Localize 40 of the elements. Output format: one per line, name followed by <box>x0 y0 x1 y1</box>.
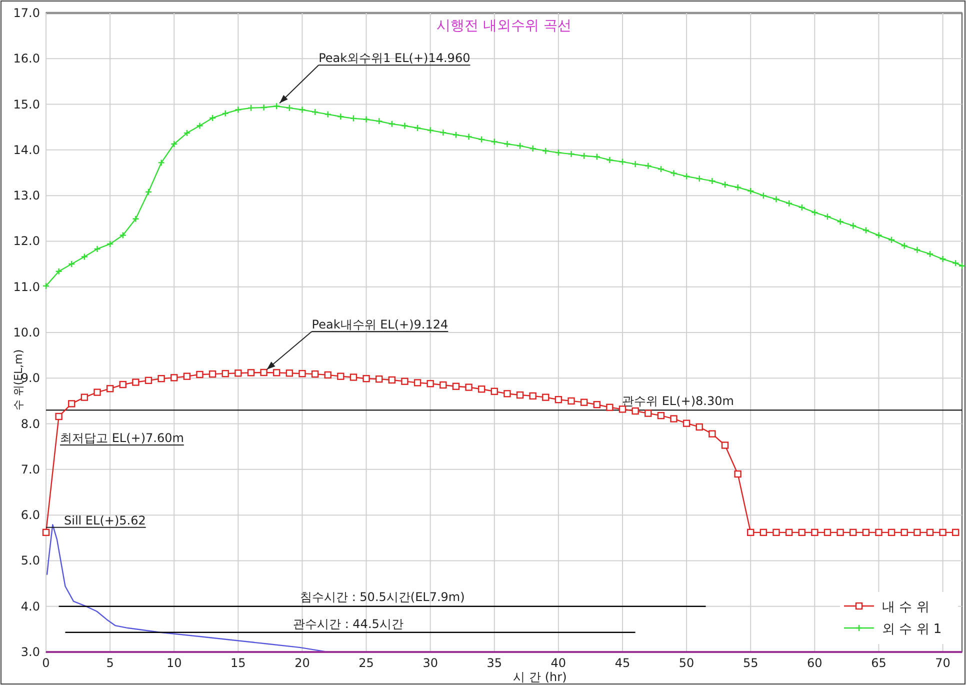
y-tick-label: 16.0 <box>13 52 40 66</box>
y-tick-label: 10.0 <box>13 326 40 340</box>
legend-label: 내 수 위 <box>882 600 930 615</box>
x-tick-label: 40 <box>550 656 566 670</box>
x-tick-label: 30 <box>422 656 438 670</box>
x-axis-title: 시 간 (hr) <box>513 670 567 684</box>
annotation: Peak외수위1 EL(+)14.960 <box>318 51 470 66</box>
x-tick-label: 15 <box>230 656 246 670</box>
y-tick-label: 7.0 <box>20 462 40 476</box>
x-tick-label: 60 <box>807 656 822 670</box>
y-tick-label: 13.0 <box>13 188 40 203</box>
annotation: 관수시간 : 44.5시간 <box>293 617 404 631</box>
y-tick-label: 17.0 <box>13 6 40 20</box>
x-tick-label: 65 <box>871 656 886 670</box>
y-tick-label: 15.0 <box>13 97 40 112</box>
chart-title: 시행전 내외수위 곡선 <box>436 18 572 34</box>
y-tick-label: 6.0 <box>20 508 40 522</box>
x-tick-label: 35 <box>486 656 502 670</box>
x-tick-label: 55 <box>742 656 758 670</box>
y-tick-label: 14.0 <box>13 142 40 157</box>
y-tick-label: 5.0 <box>20 554 40 568</box>
y-tick-label: 4.0 <box>20 599 40 614</box>
x-tick-label: 5 <box>106 656 114 670</box>
annotation: Sill EL(+)5.62 <box>64 513 146 528</box>
ref-line-label: 관수위 EL(+)8.30m <box>622 394 734 408</box>
x-tick-label: 0 <box>42 656 50 670</box>
x-tick-label: 25 <box>358 656 374 670</box>
annotation: 침수시간 : 50.5시간(EL7.9m) <box>300 590 465 604</box>
annotation: 최저답고 EL(+)7.60m <box>60 431 184 445</box>
y-tick-label: 11.0 <box>13 280 40 294</box>
y-tick-label: 3.0 <box>20 645 40 659</box>
x-tick-label: 70 <box>935 656 950 670</box>
y-tick-label: 12.0 <box>13 234 40 248</box>
annotation: Peak내수위 EL(+)9.124 <box>312 317 448 332</box>
legend-label: 외 수 위 1 <box>882 622 942 637</box>
x-tick-label: 20 <box>294 656 310 670</box>
x-tick-label: 10 <box>166 656 182 670</box>
x-tick-label: 45 <box>614 656 630 670</box>
y-tick-label: 8.0 <box>20 416 40 431</box>
x-tick-label: 50 <box>678 656 694 670</box>
